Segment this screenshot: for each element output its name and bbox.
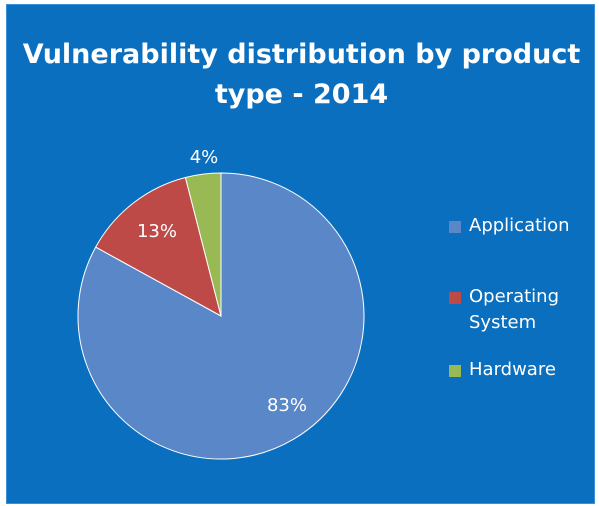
pie-chart: 83% 13% 4% — [77, 147, 365, 460]
legend-swatch-hardware — [449, 365, 461, 377]
legend-swatch-operating-system — [449, 292, 461, 304]
legend-item-operating-system: Operating System — [447, 284, 587, 336]
slice-hardware — [184, 172, 222, 317]
legend-label-hardware: Hardware — [469, 359, 556, 380]
chart-panel: Vulnerability distribution by product ty… — [6, 4, 595, 504]
data-label-operating-system: 13% — [137, 221, 177, 242]
legend-label-operating-system: Operating System — [469, 286, 559, 333]
legend-item-application: Application — [447, 213, 587, 239]
legend-label-application: Application — [469, 215, 570, 236]
slice-operating-system — [95, 176, 222, 317]
data-label-application: 83% — [267, 395, 307, 416]
legend-swatch-application — [449, 221, 461, 233]
data-label-hardware: 4% — [190, 147, 219, 168]
chart-title: Vulnerability distribution by product ty… — [22, 39, 581, 110]
legend: Application Operating System Hardware — [447, 213, 587, 383]
legend-item-hardware: Hardware — [447, 357, 587, 383]
